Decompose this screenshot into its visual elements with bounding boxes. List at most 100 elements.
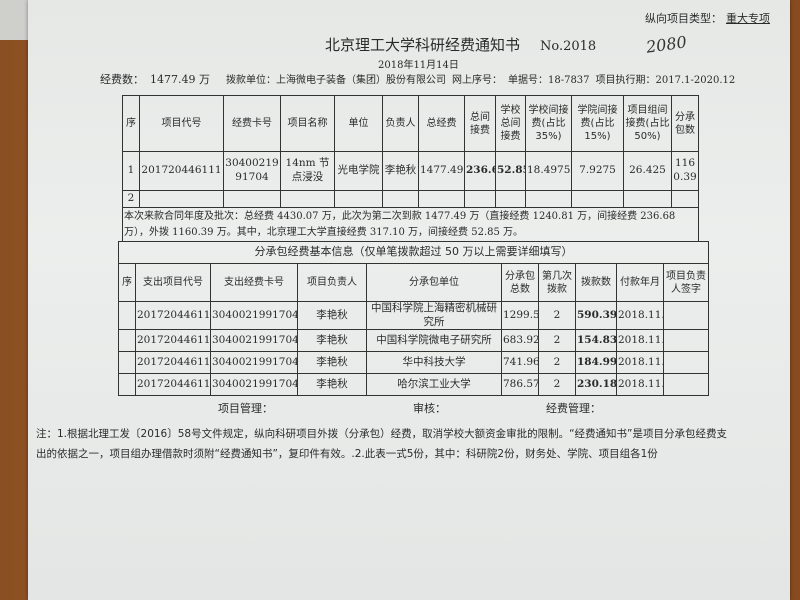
cell: 14nm 节点浸没 — [280, 151, 335, 191]
project-type-label: 纵向项目类型： — [645, 12, 722, 25]
subcontract-title: 分承包经费基本信息（仅单笔拨款超过 50 万以上需要详细填写） — [117, 241, 710, 264]
cell — [662, 373, 710, 397]
cell: 3040021991704 — [210, 351, 298, 375]
table-row: 201720446111 3040021991704 李艳秋 中国科学院上海精密机械研… — [118, 300, 710, 331]
header-cell: 学校总间接费 — [495, 95, 526, 152]
cell: 李艳秋 — [297, 300, 367, 331]
cell: 3040021991704 — [223, 151, 281, 191]
cell: 中国科学院微电子研究所 — [366, 329, 502, 353]
header-cell: 总间接费 — [464, 95, 496, 152]
cell: 7.9275 — [571, 151, 624, 191]
cell — [118, 351, 136, 375]
cell: 201720446111 — [135, 351, 211, 375]
cell: 236.68 — [464, 151, 496, 191]
payer: 拨款单位：上海微电子装备（集团）股份有限公司 — [225, 75, 446, 86]
cell: 201720446111 — [135, 329, 211, 353]
cell: 李艳秋 — [297, 373, 367, 397]
cell: 201720446111 — [135, 373, 211, 397]
cell: 2018.11.14 — [616, 300, 664, 331]
cell: 18.4975 — [525, 151, 572, 191]
cell: 1477.49 — [418, 151, 465, 191]
header-cell: 经费卡号 — [223, 95, 281, 152]
header-cell: 总经费 — [418, 95, 465, 152]
receipt-number: 单据号：18-7837 — [507, 75, 590, 86]
cell — [118, 373, 136, 397]
cell: 3040021991704 — [210, 329, 298, 353]
cell — [662, 300, 710, 331]
header-cell: 支出经费卡号 — [210, 263, 298, 302]
info-row: 经费数： 1477.49 万 拨款单位：上海微电子装备（集团）股份有限公司 网上… — [100, 71, 735, 87]
header-cell: 项目代号 — [139, 95, 224, 152]
title-row: 北京理工大学科研经费通知书 No.2018 2080 — [325, 32, 689, 57]
footnote: 注：1.根据北理工发〔2016〕58号文件规定，纵向科研项目外拨（分承包）经费，… — [36, 428, 727, 461]
main-table-header: 序 项目代号 经费卡号 项目名称 单位 负责人 总经费 总间接费 学校总间接费 … — [122, 95, 699, 152]
document-date: 2018年11月14日 — [378, 60, 459, 71]
cell — [118, 300, 136, 331]
project-type-value: 重大专项 — [726, 12, 770, 25]
cell: 1160.39 — [671, 151, 699, 191]
funding-label: 经费数： — [100, 73, 144, 86]
subcontract-table: 分承包经费基本信息（仅单笔拨款超过 50 万以上需要详细填写） 序 支出项目代号… — [117, 241, 710, 397]
document-body: 序 项目代号 经费卡号 项目名称 单位 负责人 总经费 总间接费 学校总间接费 … — [36, 95, 766, 464]
handwritten-number: 2080 — [645, 32, 689, 57]
cell: 3040021991704 — [210, 373, 298, 397]
execution-period: 项目执行期：2017.1-2020.12 — [595, 75, 736, 86]
cell: 2 — [538, 300, 576, 331]
cell: 2 — [538, 373, 576, 397]
header-cell: 学校间接费(占比35%) — [525, 95, 572, 152]
cell: 2018.11.14 — [616, 351, 664, 375]
header-cell: 负责人 — [382, 95, 419, 152]
summary-row: 本次来款合同年度及批次：总经费 4430.07 万，此次为第二次到款 1477.… — [122, 207, 699, 242]
table-row: 201720446111 3040021991704 李艳秋 中国科学院微电子研究所 6… — [118, 329, 710, 353]
cell: 1 — [122, 151, 140, 191]
cell — [662, 329, 710, 353]
cell: 2 — [122, 190, 140, 208]
cell: 李艳秋 — [297, 329, 367, 353]
header-cell: 分承包数 — [671, 95, 699, 152]
cell: 786.57 — [501, 373, 539, 397]
header-cell: 拨款数 — [575, 263, 617, 302]
cell: 3040021991704 — [210, 300, 298, 331]
cell: 230.18 — [575, 373, 617, 397]
cell: 2 — [538, 329, 576, 353]
cell — [662, 351, 710, 375]
header-cell: 序 — [118, 263, 136, 302]
cell: 李艳秋 — [297, 351, 367, 375]
cell: 26.425 — [623, 151, 672, 191]
header-cell: 项目名称 — [280, 95, 335, 152]
project-type: 纵向项目类型： 重大专项 — [645, 10, 770, 26]
cell: 683.92 — [501, 329, 539, 353]
cell — [118, 329, 136, 353]
table-row: 2 — [122, 190, 699, 208]
header-cell: 付款年月 — [616, 263, 664, 302]
header-cell: 项目负责人签字 — [662, 263, 710, 302]
subcontract-header: 序 支出项目代号 支出经费卡号 项目负责人 分承包单位 分承包总数 第几次拨款 … — [118, 263, 710, 302]
header-cell: 分承包单位 — [366, 263, 502, 302]
cell: 光电学院 — [334, 151, 383, 191]
finance-management-label: 经费管理： — [546, 402, 601, 416]
table-row: 201720446111 3040021991704 李艳秋 华中科技大学 741.96… — [118, 351, 710, 375]
cell: 李艳秋 — [382, 151, 419, 191]
table-row: 201720446111 3040021991704 李艳秋 哈尔滨工业大学 786.5… — [118, 373, 710, 397]
project-management-label: 项目管理： — [218, 402, 273, 416]
table-row: 1 201720446111 3040021991704 14nm 节点浸没 光… — [122, 151, 699, 191]
cell: 201720446111 — [135, 300, 211, 331]
cell: 2018.11.14 — [616, 329, 664, 353]
header-cell: 学院间接费(占比15%) — [571, 95, 624, 152]
header-cell: 支出项目代号 — [135, 263, 211, 302]
cell: 2 — [538, 351, 576, 375]
header-cell: 序 — [122, 95, 140, 152]
header-cell: 单位 — [334, 95, 383, 152]
document-number: No.2018 — [540, 39, 597, 54]
header-cell: 第几次拨款 — [538, 263, 576, 302]
cell: 201720446111 — [139, 151, 224, 191]
cell: 590.39 — [575, 300, 617, 331]
review-label: 审核： — [413, 402, 446, 416]
document-title: 北京理工大学科研经费通知书 — [325, 36, 521, 54]
cell: 52.85 — [495, 151, 526, 191]
funding-value: 1477.49 万 — [150, 73, 210, 86]
cell: 华中科技大学 — [366, 351, 502, 375]
cell: 154.83 — [575, 329, 617, 353]
main-funding-table: 序 项目代号 经费卡号 项目名称 单位 负责人 总经费 总间接费 学校总间接费 … — [122, 95, 699, 242]
cell: 1299.51 — [501, 300, 539, 331]
